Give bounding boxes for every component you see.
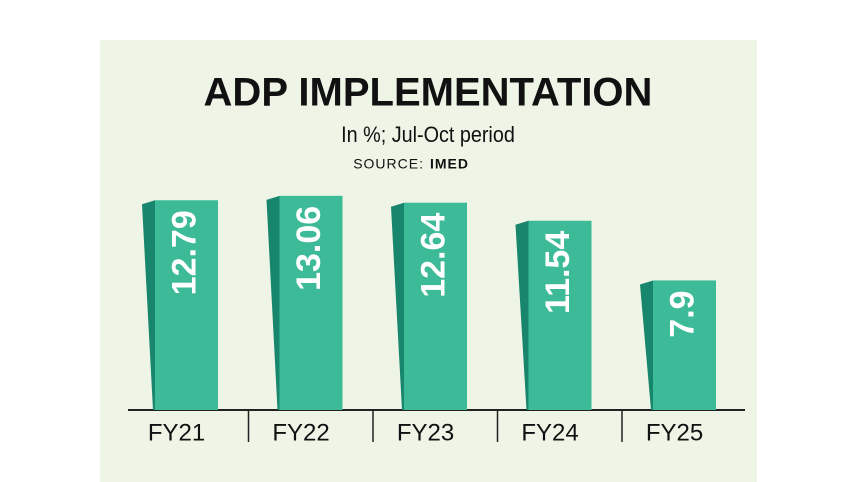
bar [155,200,218,410]
value-label: 12.79 [165,210,203,295]
bar [404,202,467,410]
bar-side [391,202,404,410]
x-tick-label: FY24 [521,419,578,446]
x-tick-label: FY22 [272,419,329,446]
bar [279,195,343,410]
x-tick-label: FY23 [397,419,454,446]
bar-side [640,280,653,410]
chart-subtitle: In %; Jul-Oct period [341,123,515,147]
source-label: SOURCE: [353,156,424,172]
bar [653,280,716,410]
bar [528,220,592,410]
value-label: 12.64 [414,213,452,298]
bar-side [515,220,529,410]
value-label: 11.54 [539,231,577,314]
source: IMED [430,156,469,172]
x-tick-label: FY25 [646,419,703,446]
value-label: 7.9 [663,290,701,337]
chart-title: ADP IMPLEMENTATION [204,71,653,115]
bar-side [142,200,155,410]
bar-side [266,195,280,410]
x-tick-label: FY21 [148,419,205,446]
value-label: 13.06 [290,206,328,291]
